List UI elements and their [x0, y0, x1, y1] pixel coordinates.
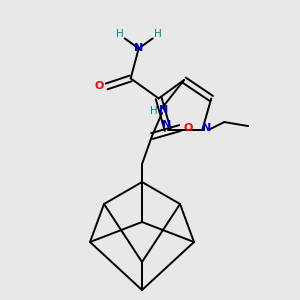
Text: N: N [134, 44, 143, 53]
Text: N: N [202, 123, 211, 133]
Text: O: O [94, 81, 104, 92]
Text: H: H [116, 29, 124, 39]
Text: N: N [159, 105, 169, 115]
Text: H: H [150, 106, 158, 116]
Text: N: N [162, 120, 171, 130]
Text: H: H [154, 29, 162, 39]
Text: O: O [183, 123, 193, 133]
